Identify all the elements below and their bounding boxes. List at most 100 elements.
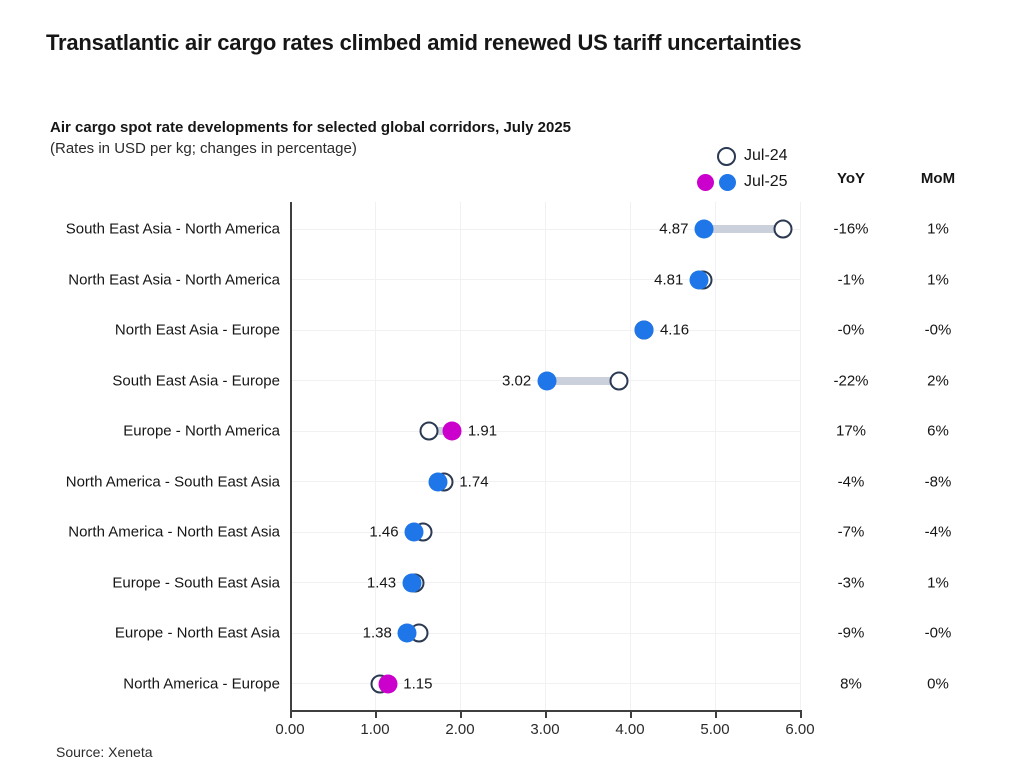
x-axis-tick-label: 4.00 (615, 721, 645, 738)
jul24-marker (609, 371, 629, 391)
x-axis-tick-label: 2.00 (445, 721, 475, 738)
row-label-corridor: South East Asia - North America (65, 220, 280, 238)
vertical-gridline (714, 202, 716, 710)
x-axis-tick-label: 0.00 (275, 721, 305, 738)
jul24-open-circle-icon (717, 146, 736, 166)
mom-value: 1% (927, 271, 949, 289)
row-label-corridor: North America - North East Asia (68, 523, 280, 541)
x-axis-tick (545, 710, 547, 718)
x-axis-tick (460, 710, 462, 718)
x-axis-tick-label: 5.00 (700, 721, 730, 738)
jul25-marker (537, 371, 557, 391)
horizontal-gridline (290, 279, 800, 281)
x-axis-tick (375, 710, 377, 718)
mom-value: -0% (924, 624, 952, 642)
x-axis-tick (630, 710, 632, 718)
x-axis-tick (800, 710, 802, 718)
x-axis-tick-label: 1.00 (360, 721, 390, 738)
jul25-value-label: 1.74 (459, 473, 489, 491)
vertical-gridline (544, 202, 546, 710)
row-label-corridor: North East Asia - North America (68, 271, 280, 289)
yoy-value: -4% (837, 473, 865, 491)
mom-value: -8% (924, 473, 952, 491)
jul25-blue-dot-icon (719, 173, 736, 191)
horizontal-gridline (290, 228, 800, 230)
jul25-value-label: 4.87 (659, 220, 689, 238)
chart-legend: Jul-24 Jul-25 (684, 144, 814, 194)
horizontal-gridline (290, 632, 800, 634)
row-label-corridor: South East Asia - Europe (112, 372, 280, 390)
horizontal-gridline (290, 430, 800, 432)
chart-subtitle: Air cargo spot rate developments for sel… (50, 119, 572, 136)
dumbbell-connector (428, 427, 453, 436)
yoy-value: -3% (837, 574, 865, 592)
mom-value: 0% (927, 675, 949, 693)
jul25-marker (442, 421, 462, 441)
row-label-corridor: North East Asia - Europe (114, 321, 280, 339)
jul24-marker (773, 219, 793, 239)
dumbbell-connector (703, 225, 783, 233)
source-note: Source: Xeneta (56, 744, 153, 760)
jul25-value-label: 1.15 (403, 675, 433, 693)
yoy-column-header: YoY (836, 170, 866, 187)
jul25-marker (378, 674, 398, 694)
jul25-value-label: 1.91 (467, 422, 498, 440)
yoy-value: -16% (833, 220, 869, 238)
jul25-marker (428, 472, 448, 492)
jul25-marker (404, 522, 424, 542)
mom-column-header: MoM (920, 170, 956, 187)
x-axis-tick (715, 710, 717, 718)
horizontal-gridline (290, 683, 800, 685)
jul25-marker (689, 270, 709, 290)
yoy-value: 17% (835, 422, 867, 440)
horizontal-gridline (290, 582, 800, 584)
x-axis-tick-label: 6.00 (785, 721, 815, 738)
legend-label-jul25: Jul-25 (744, 173, 788, 190)
jul25-marker (397, 623, 417, 643)
jul25-value-label: 1.38 (362, 624, 392, 642)
yoy-value: -0% (837, 321, 865, 339)
jul25-value-label: 4.81 (654, 271, 684, 289)
vertical-gridline (629, 202, 631, 710)
vertical-gridline (374, 202, 376, 710)
horizontal-gridline (290, 531, 800, 533)
x-axis-tick (290, 710, 292, 718)
mom-value: -4% (924, 523, 952, 541)
row-label-corridor: North America - Europe (123, 675, 280, 693)
mom-value: -0% (924, 321, 952, 339)
jul24-marker (419, 421, 439, 441)
y-axis-line (290, 202, 292, 710)
jul25-marker (402, 573, 422, 593)
row-label-corridor: North America - South East Asia (65, 473, 280, 491)
vertical-gridline (459, 202, 461, 710)
mom-value: 6% (927, 422, 949, 440)
jul25-marker (634, 320, 654, 340)
vertical-gridline (799, 202, 801, 710)
yoy-value: -1% (837, 271, 865, 289)
row-label-corridor: Europe - South East Asia (112, 574, 280, 592)
mom-value: 1% (927, 220, 949, 238)
x-axis-tick-label: 3.00 (530, 721, 560, 738)
row-label-corridor: Europe - North America (123, 422, 280, 440)
page-title: Transatlantic air cargo rates climbed am… (46, 30, 802, 55)
legend-item-jul24: Jul-24 (684, 144, 814, 168)
jul25-magenta-dot-icon (697, 173, 714, 191)
mom-value: 2% (927, 372, 949, 390)
horizontal-gridline (290, 481, 800, 483)
yoy-value: -7% (837, 523, 865, 541)
jul25-value-label: 1.43 (366, 574, 397, 592)
yoy-value: -22% (833, 372, 869, 390)
chart-subtitle-note: (Rates in USD per kg; changes in percent… (50, 140, 357, 157)
horizontal-gridline (290, 329, 800, 331)
dumbbell-connector (546, 376, 619, 385)
legend-item-jul25: Jul-25 (684, 170, 814, 194)
mom-value: 1% (927, 574, 949, 592)
yoy-value: -9% (837, 624, 865, 642)
row-label-corridor: Europe - North East Asia (114, 624, 280, 642)
jul25-marker (694, 219, 714, 239)
jul25-value-label: 3.02 (502, 372, 532, 390)
yoy-value: 8% (840, 675, 862, 693)
jul25-value-label: 4.16 (659, 321, 690, 339)
